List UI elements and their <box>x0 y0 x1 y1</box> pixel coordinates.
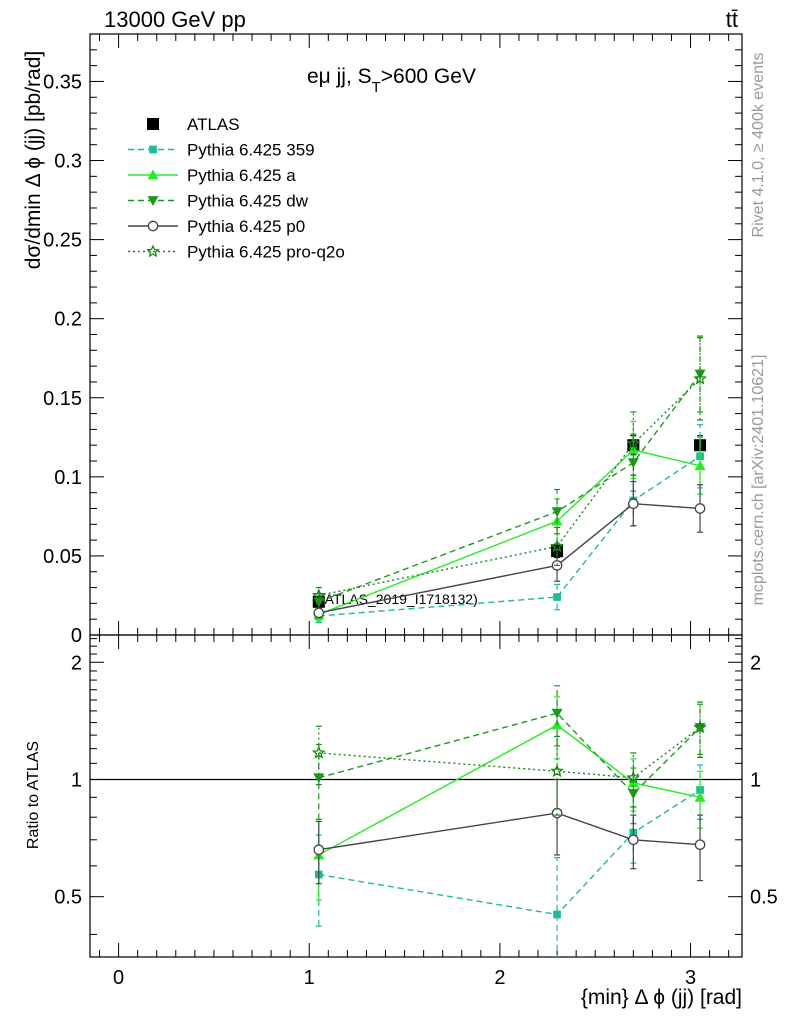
data-point-pq2o <box>311 745 326 759</box>
legend-marker-pq2o <box>146 244 160 258</box>
data-point-pp0 <box>694 503 706 514</box>
xtick-label: 3 <box>685 967 696 989</box>
legend-label-pa: Pythia 6.425 a <box>187 166 296 185</box>
ratio-panel-frame <box>89 634 743 958</box>
xtick-label: 1 <box>304 967 315 989</box>
series-line-pa <box>318 724 701 856</box>
data-point-pdw <box>551 708 563 719</box>
main-ytick-label: 0.05 <box>43 546 82 568</box>
ratio-ytick-label-right: 2 <box>750 652 761 674</box>
legend-marker-pp0 <box>147 220 159 232</box>
main-ytick-label: 0.3 <box>54 151 82 173</box>
ratio-ytick-label-right: 1 <box>750 769 761 791</box>
data-point-pq2o <box>626 770 641 784</box>
data-point-pq2o <box>693 720 707 734</box>
header-right: tt̄ <box>726 7 738 32</box>
series-line-p359 <box>318 455 701 617</box>
legend-marker-pdw <box>147 196 159 206</box>
legend-label-pp0: Pythia 6.425 p0 <box>187 217 305 236</box>
legend-label-atlas: ATLAS <box>187 115 240 134</box>
legend-label-pdw: Pythia 6.425 dw <box>187 192 309 211</box>
series-line-pdw <box>318 373 701 603</box>
series-line-pp0 <box>318 812 701 851</box>
legend-label-pq2o: Pythia 6.425 pro-q2o <box>187 243 345 262</box>
data-point-pq2o <box>626 436 641 450</box>
rivet-label: Rivet 4.1.0, ≥ 400k events <box>750 53 767 238</box>
ratio-ytick-label: 1 <box>71 769 82 791</box>
data-point-pp0 <box>694 839 706 851</box>
legend-marker-atlas <box>147 118 159 130</box>
series-line-p359 <box>318 789 701 916</box>
ratio-ylabel: Ratio to ATLAS <box>25 741 42 849</box>
main-ytick-label: 0.1 <box>54 467 82 489</box>
data-point-pp0 <box>628 834 639 846</box>
xtick-label: 2 <box>494 967 505 989</box>
data-point-pq2o <box>550 764 564 778</box>
data-point-pp0 <box>628 498 639 510</box>
data-point-pa <box>694 460 706 471</box>
ratio-ytick-label: 2 <box>71 652 82 674</box>
series-line-pq2o <box>318 726 701 779</box>
main-ytick-label: 0.15 <box>43 388 82 410</box>
data-point-pdw <box>627 789 639 800</box>
main-ylabel: dσ/dmin Δ ϕ (jj) [pb/rad] <box>22 51 45 270</box>
data-point-pq2o <box>311 588 326 602</box>
legend-marker-pa <box>147 169 159 180</box>
header-left: 13000 GeV pp <box>104 7 246 32</box>
main-ytick-label: 0.35 <box>43 71 82 93</box>
data-point-pq2o <box>550 539 564 553</box>
legend-marker-p359 <box>149 145 157 154</box>
series-line-pq2o <box>318 378 701 597</box>
data-point-p359 <box>553 593 561 601</box>
data-point-pdw <box>551 507 563 518</box>
ratio-xlabel: {min} Δ ϕ (jj) [rad] <box>581 986 742 1009</box>
legend-label-p359: Pythia 6.425 359 <box>187 141 315 160</box>
plot-title: eμ jj, ST>600 GeV <box>307 65 476 96</box>
watermark: (ATLAS_2019_I1718132) <box>320 591 478 607</box>
series-line-pp0 <box>318 503 701 614</box>
xtick-label: 0 <box>113 967 124 989</box>
ratio-ytick-label: 0.5 <box>54 887 82 909</box>
series-line-pdw <box>318 712 701 795</box>
data-point-pp0 <box>313 844 325 856</box>
data-point-p359 <box>553 910 561 919</box>
data-point-pq2o <box>693 371 707 385</box>
series-line-pa <box>318 449 701 616</box>
data-point-pdw <box>627 458 639 469</box>
main-ytick-label: 0 <box>71 625 82 647</box>
data-point-pa <box>694 791 706 802</box>
main-ytick-label: 0.25 <box>43 230 82 252</box>
ratio-ytick-label-right: 0.5 <box>750 887 778 909</box>
main-ytick-label: 0.2 <box>54 309 82 331</box>
mcplots-label: mcplots.cern.ch [arXiv:2401.10621] <box>750 355 767 606</box>
data-point-pp0 <box>313 607 325 619</box>
